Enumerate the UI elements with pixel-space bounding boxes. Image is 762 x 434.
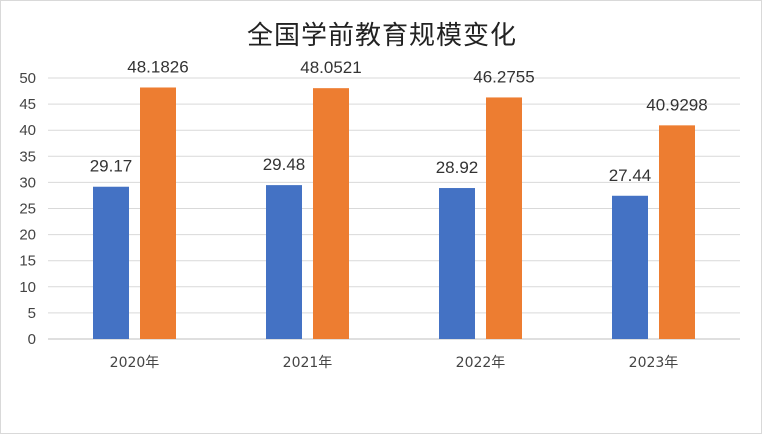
data-label: 28.92 bbox=[436, 158, 479, 177]
y-tick-label: 40 bbox=[19, 122, 36, 139]
bar-series-2-1 bbox=[313, 88, 349, 340]
y-tick-label: 30 bbox=[19, 174, 36, 191]
x-category-label: 2023年 bbox=[629, 355, 679, 371]
bar-series-2-2 bbox=[486, 97, 522, 339]
data-labels: 29.17 48.1826 29.48 48.0521 28.92 46.2755 27.4… bbox=[90, 57, 708, 184]
data-label: 48.1826 bbox=[127, 57, 188, 76]
data-label: 29.48 bbox=[263, 155, 306, 174]
data-label: 40.9298 bbox=[646, 95, 707, 114]
y-tick-label: 50 bbox=[19, 70, 36, 87]
y-tick-label: 15 bbox=[19, 253, 36, 270]
data-label: 46.2755 bbox=[473, 67, 534, 86]
bar-series-1-3 bbox=[612, 195, 648, 339]
x-category-label: 2021年 bbox=[283, 355, 333, 371]
bar-series-1-1 bbox=[266, 185, 302, 339]
x-category-label: 2022年 bbox=[456, 355, 506, 371]
bar-series-2-3 bbox=[659, 125, 695, 340]
bars bbox=[93, 87, 695, 340]
chart-title: 全国学前教育规模变化 bbox=[246, 21, 517, 51]
y-tick-label: 20 bbox=[19, 227, 36, 244]
bar-series-1-0 bbox=[93, 186, 129, 339]
bar-series-1-2 bbox=[439, 188, 475, 339]
data-label: 29.17 bbox=[90, 157, 133, 176]
y-tick-label: 45 bbox=[19, 96, 36, 113]
y-tick-label: 5 bbox=[28, 305, 36, 322]
y-tick-label: 25 bbox=[19, 201, 36, 218]
y-tick-label: 10 bbox=[19, 279, 36, 296]
x-category-label: 2020年 bbox=[110, 355, 160, 371]
data-label: 48.0521 bbox=[300, 58, 361, 77]
data-label: 27.44 bbox=[609, 166, 652, 185]
bar-series-2-0 bbox=[140, 87, 176, 339]
x-axis-categories: 2020年 2021年 2022年 2023年 bbox=[110, 355, 679, 371]
y-tick-label: 35 bbox=[19, 148, 36, 165]
y-axis-ticks: 0 5 10 15 20 25 30 35 40 45 50 bbox=[19, 70, 36, 348]
y-tick-label: 0 bbox=[28, 331, 36, 348]
